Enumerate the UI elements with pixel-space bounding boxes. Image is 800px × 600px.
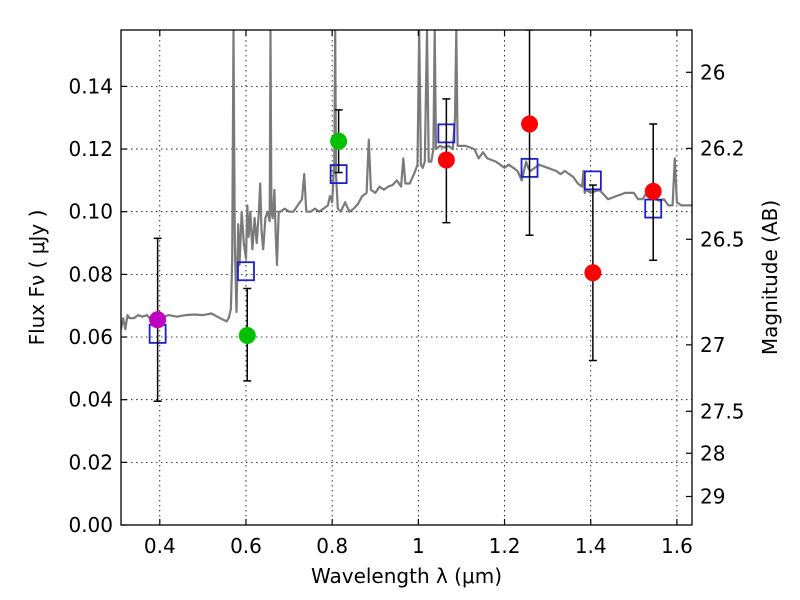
right-tick-label: 27.5 xyxy=(700,399,745,423)
x-tick-label: 0.4 xyxy=(144,534,176,558)
grid-lines xyxy=(121,30,692,525)
y-tick-label: 0.10 xyxy=(68,200,113,224)
observed-marker xyxy=(644,182,662,200)
model-photometry-square xyxy=(237,261,255,282)
spectrum-line xyxy=(121,30,692,331)
y-tick-label: 0.00 xyxy=(68,513,113,537)
observed-marker xyxy=(330,132,348,150)
data-markers xyxy=(148,30,663,402)
x-tick-label: 1.6 xyxy=(661,534,693,558)
right-tick-label: 27 xyxy=(700,333,725,357)
right-axis-label: Magnitude (AB) xyxy=(758,200,782,355)
observed-point xyxy=(584,184,602,362)
observed-point xyxy=(238,287,256,382)
observed-marker xyxy=(149,311,167,329)
y-tick-label: 0.04 xyxy=(68,388,113,412)
x-tick-label: 0.6 xyxy=(230,534,262,558)
x-tick-label: 1.2 xyxy=(489,534,521,558)
x-axis-label: Wavelength λ (μm) xyxy=(311,564,502,588)
observed-point xyxy=(644,123,662,262)
y-tick-label: 0.06 xyxy=(68,325,113,349)
observed-marker xyxy=(584,264,602,282)
y-tick-label: 0.12 xyxy=(68,137,113,161)
x-tick-label: 1 xyxy=(412,534,425,558)
axis-ticks: 0.4 0.6 0.8 1 1.2 1.4 1.6 0.00 0.02 0.04 0.06 0.08 0… xyxy=(68,30,745,558)
right-tick-label: 28 xyxy=(700,441,725,465)
right-tick-label: 29 xyxy=(700,484,725,508)
observed-point xyxy=(521,30,539,236)
y-tick-label: 0.14 xyxy=(68,74,113,98)
observed-marker xyxy=(521,115,539,133)
y-tick-label: 0.02 xyxy=(68,450,113,474)
x-tick-label: 1.4 xyxy=(575,534,607,558)
observed-marker xyxy=(238,326,256,344)
right-tick-label: 26.5 xyxy=(700,227,745,251)
y-axis-label: Flux Fν ( μJy ) xyxy=(25,210,49,346)
y-tick-label: 0.08 xyxy=(68,262,113,286)
x-tick-label: 0.8 xyxy=(316,534,348,558)
plot-frame xyxy=(120,29,693,526)
right-tick-label: 26.2 xyxy=(700,136,745,160)
right-tick-label: 26 xyxy=(700,60,725,84)
observed-marker xyxy=(437,151,455,169)
observed-point xyxy=(330,109,348,174)
observed-point xyxy=(437,98,455,224)
observed-point xyxy=(149,237,167,402)
